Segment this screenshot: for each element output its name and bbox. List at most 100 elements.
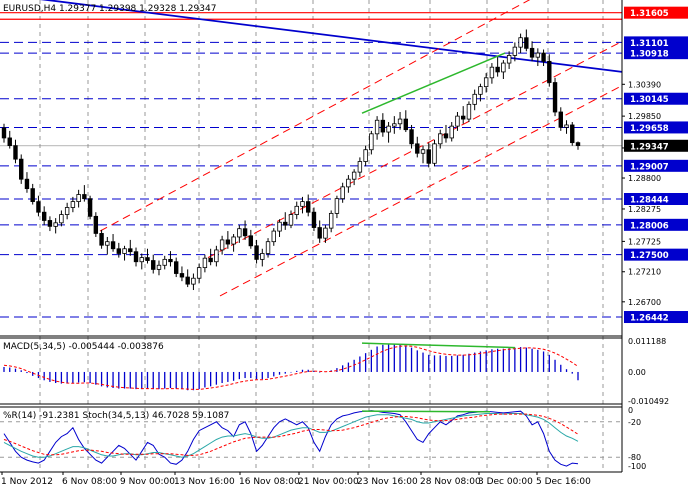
candle-bear xyxy=(145,257,150,261)
time-axis-label: 16 Nov 08:00 xyxy=(239,477,300,487)
candle-bear xyxy=(151,260,156,270)
candle-bull xyxy=(191,277,196,285)
resistance-trendline xyxy=(39,0,623,73)
candle-bear xyxy=(558,111,563,128)
candle-bear xyxy=(403,118,408,131)
macd-axis-label: 0.011188 xyxy=(628,337,666,346)
price-level-label: 1.31605 xyxy=(630,9,669,19)
candle-bull xyxy=(432,143,437,164)
candle-bull xyxy=(392,123,397,127)
candle-bull xyxy=(237,228,242,238)
candle-bear xyxy=(30,188,35,202)
candle-bear xyxy=(168,258,173,263)
channel-line xyxy=(99,0,531,232)
price-level-label-box xyxy=(624,248,688,261)
time-axis-label: 5 Dec 16:00 xyxy=(536,477,591,487)
candle-bear xyxy=(495,66,500,73)
divergence-line-macd xyxy=(361,342,516,349)
candle-bull xyxy=(294,205,299,215)
candle-bear xyxy=(409,129,414,145)
candle-bear xyxy=(426,149,431,164)
candle-bull xyxy=(59,214,64,224)
candle-bull xyxy=(271,230,276,243)
vertical-gridlines xyxy=(39,0,604,472)
candle-bear xyxy=(133,251,139,263)
price-level-label-box xyxy=(624,159,688,172)
price-level-label: 1.30145 xyxy=(630,95,669,105)
price-level-label: 1.31101 xyxy=(630,39,669,49)
price-level-label-box xyxy=(624,36,688,49)
candle-bear xyxy=(311,211,317,228)
candle-bull xyxy=(288,214,294,226)
time-axis-label: 28 Nov 08:00 xyxy=(420,477,481,487)
candle-bear xyxy=(552,82,558,113)
candle-bull xyxy=(323,227,328,239)
candle-bull xyxy=(369,133,374,151)
candle-bear xyxy=(570,124,575,144)
price-axis-label: 1.27725 xyxy=(628,237,661,246)
price-level-label: 1.29007 xyxy=(630,162,669,172)
price-level-label-box xyxy=(624,47,688,60)
candle-bull xyxy=(346,178,351,188)
candle-bull xyxy=(202,257,208,269)
candle-bear xyxy=(541,52,546,62)
candle-bull xyxy=(162,258,167,266)
candle-bull xyxy=(328,212,334,229)
macd-signal-line xyxy=(3,345,579,390)
price-axis-label: 1.30390 xyxy=(628,80,661,89)
candle-bull xyxy=(501,62,506,73)
price-level-label: 1.28444 xyxy=(630,196,669,206)
time-axis-label: 23 Nov 16:00 xyxy=(357,477,418,487)
candle-bull xyxy=(466,103,472,120)
candle-bull xyxy=(196,267,202,279)
time-axis-label: 1 Nov 2012 xyxy=(1,477,53,487)
stochastic-indicator xyxy=(0,410,622,467)
candle-bear xyxy=(47,220,53,227)
candle-bear xyxy=(36,201,41,213)
candle-bull xyxy=(351,171,357,180)
price-level-label: 1.26442 xyxy=(630,314,669,324)
price-level-label: 1.27500 xyxy=(630,251,669,261)
candle-bear xyxy=(529,47,535,58)
candle-bear xyxy=(19,158,24,180)
price-level-label: 1.29347 xyxy=(630,142,669,152)
candle-bear xyxy=(173,261,179,274)
price-level-label: 1.30918 xyxy=(630,50,669,60)
macd-indicator xyxy=(3,342,579,391)
macd-axis-label: -0.010492 xyxy=(628,397,669,406)
candle-bull xyxy=(156,264,162,270)
price-axis-label: 1.28275 xyxy=(628,205,661,214)
candle-bull xyxy=(70,201,76,208)
candle-bear xyxy=(460,115,466,120)
stoch-axis-label: -100 xyxy=(628,462,646,471)
price-level-label: 1.28006 xyxy=(630,221,669,231)
price-level-label: 1.29658 xyxy=(630,124,669,134)
main-header: EURUSD,H4 1.29377 1.29398 1.29328 1.2934… xyxy=(3,4,216,14)
candle-bull xyxy=(122,248,127,254)
candle-bear xyxy=(7,137,12,147)
candle-bear xyxy=(128,248,133,253)
time-axis-label: 13 Nov 16:00 xyxy=(174,477,235,487)
candle-bull xyxy=(478,86,483,95)
candle-bull xyxy=(260,253,265,260)
candle-bear xyxy=(306,201,311,213)
candle-bull xyxy=(386,125,391,133)
candle-bear xyxy=(116,248,121,254)
horizontal-levels xyxy=(0,12,622,318)
candle-bear xyxy=(547,60,552,83)
time-axis-label: 6 Nov 08:00 xyxy=(62,477,117,487)
stoch-axis-label: 0 xyxy=(628,406,633,415)
axes: 1.303901.298501.293101.288001.282751.277… xyxy=(0,0,669,487)
candle-bull xyxy=(64,207,70,215)
price-axis-label: 1.27210 xyxy=(628,268,661,277)
candle-bull xyxy=(455,115,460,127)
candle-bull xyxy=(231,236,236,245)
candle-bull xyxy=(489,66,495,79)
candle-bull xyxy=(139,257,144,263)
candle-bear xyxy=(208,257,213,263)
candle-bear xyxy=(24,178,30,190)
time-axis-label: 3 Dec 00:00 xyxy=(478,477,533,487)
